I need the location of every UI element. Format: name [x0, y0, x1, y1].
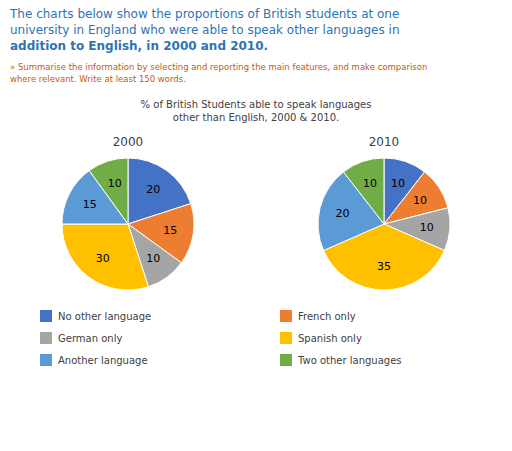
legend-swatch [40, 310, 52, 322]
title: university in England who were able to s… [10, 23, 399, 37]
data-label: 10 [146, 252, 160, 265]
data-label: 10 [363, 177, 377, 190]
data-label: 10 [108, 177, 122, 190]
legend-label: German only [58, 333, 122, 344]
pie-title: 2000 [113, 135, 144, 149]
legend-swatch [40, 354, 52, 366]
subtitle: where relevant. Write at least 150 words… [10, 74, 186, 84]
title: addition to English, in 2000 and 2010. [10, 39, 268, 53]
legend-label: No other language [58, 311, 151, 322]
title: The charts below show the proportions of… [9, 7, 399, 21]
data-label: 10 [391, 177, 405, 190]
data-label: 15 [163, 224, 177, 237]
chart-title: other than English, 2000 & 2010. [173, 112, 339, 123]
legend-label: Two other languages [297, 355, 402, 366]
data-label: 10 [413, 194, 427, 207]
pie-slice [62, 224, 148, 290]
legend-label: French only [298, 311, 356, 322]
pie-slice [343, 158, 384, 224]
legend-swatch [280, 354, 292, 366]
data-label: 15 [83, 198, 97, 211]
chart-root: The charts below show the proportions of… [0, 0, 512, 451]
pie [318, 158, 450, 290]
legend-swatch [280, 310, 292, 322]
pie [62, 158, 194, 290]
pie-slice [89, 158, 128, 224]
legend-swatch [280, 332, 292, 344]
legend-label: Another language [58, 355, 148, 366]
data-label: 10 [420, 221, 434, 234]
data-label: 20 [146, 183, 160, 196]
data-label: 35 [377, 260, 391, 273]
pie-title: 2010 [369, 135, 400, 149]
chart-title: % of British Students able to speak lang… [141, 99, 372, 110]
data-label: 30 [96, 252, 110, 265]
data-label: 20 [335, 207, 349, 220]
subtitle: » Summarise the information by selecting… [10, 62, 427, 72]
legend-swatch [40, 332, 52, 344]
legend-label: Spanish only [298, 333, 362, 344]
